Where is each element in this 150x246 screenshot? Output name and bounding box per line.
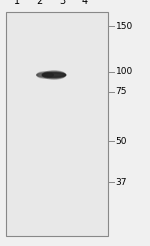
Ellipse shape — [42, 71, 66, 79]
Ellipse shape — [37, 72, 53, 78]
Bar — [6, 12, 108, 236]
Text: 2: 2 — [36, 0, 42, 6]
Text: 75: 75 — [116, 87, 127, 96]
Ellipse shape — [37, 73, 53, 77]
Text: 1: 1 — [14, 0, 20, 6]
Text: 3: 3 — [59, 0, 65, 6]
Ellipse shape — [42, 72, 66, 78]
Ellipse shape — [37, 74, 53, 76]
Text: 50: 50 — [116, 137, 127, 146]
Text: 150: 150 — [116, 22, 133, 31]
Text: 37: 37 — [116, 178, 127, 187]
Text: 100: 100 — [116, 67, 133, 76]
Text: 4: 4 — [82, 0, 88, 6]
Ellipse shape — [42, 73, 66, 77]
